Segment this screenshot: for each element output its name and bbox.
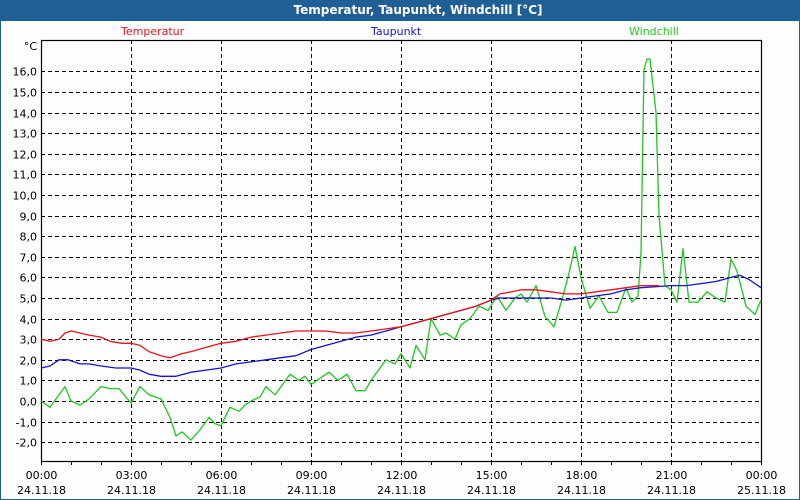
legend-item-taupunkt: Taupunkt xyxy=(371,25,422,38)
legend-item-windchill: Windchill xyxy=(629,25,679,38)
x-tick-time: 06:00 xyxy=(206,469,238,482)
chart-grid xyxy=(41,40,761,461)
y-tick-label: 7,0 xyxy=(20,252,38,265)
x-tick-time: 18:00 xyxy=(566,469,598,482)
x-tick-date: 24.11.18 xyxy=(107,484,156,497)
y-tick-label: 14,0 xyxy=(13,108,38,121)
axis-labels: 16,0 15,0 14,0 13,0 12,0 11,0 10,0 9,0 8,0 7,0 6,0… xyxy=(13,40,786,497)
series-line-windchill xyxy=(40,58,762,441)
x-tick-time: 00:00 xyxy=(746,469,778,482)
plot-frame xyxy=(40,39,763,463)
y-tick-label: 4,0 xyxy=(20,314,38,327)
y-tick-label: 12,0 xyxy=(13,149,38,162)
x-tick-date: 24.11.18 xyxy=(287,484,336,497)
x-tick-time: 09:00 xyxy=(296,469,328,482)
y-tick-label: 9,0 xyxy=(20,211,38,224)
x-tick-time: 15:00 xyxy=(476,469,508,482)
y-tick-label: 1,0 xyxy=(20,375,38,388)
y-tick-label: 0,0 xyxy=(20,396,38,409)
x-tick-time: 00:00 xyxy=(26,469,58,482)
x-tick-date: 24.11.18 xyxy=(197,484,246,497)
x-tick-time: 03:00 xyxy=(116,469,148,482)
y-tick-label: -1,0 xyxy=(16,417,37,430)
y-tick-label: 11,0 xyxy=(13,169,38,182)
chart-axes xyxy=(40,39,763,465)
y-tick-label: 6,0 xyxy=(20,272,38,285)
x-tick-date: 24.11.18 xyxy=(17,484,66,497)
series-line-temperatur xyxy=(40,284,659,359)
y-tick-label: 10,0 xyxy=(13,190,38,203)
y-tick-label: 15,0 xyxy=(13,87,38,100)
x-tick-time: 12:00 xyxy=(386,469,418,482)
y-tick-label: 5,0 xyxy=(20,293,38,306)
window-titlebar: Temperatur, Taupunkt, Windchill [°C] xyxy=(1,0,800,21)
series-line-taupunkt xyxy=(40,274,762,377)
y-tick-label: -2,0 xyxy=(16,437,37,450)
x-tick-time: 21:00 xyxy=(656,469,688,482)
x-tick-date: 24.11.18 xyxy=(467,484,516,497)
y-tick-label: 13,0 xyxy=(13,128,38,141)
window-title: Temperatur, Taupunkt, Windchill [°C] xyxy=(293,3,543,17)
x-tick-date: 25.11.18 xyxy=(737,484,786,497)
chart-series xyxy=(40,58,762,441)
legend-item-temperatur: Temperatur xyxy=(121,25,185,38)
y-tick-label: 3,0 xyxy=(20,334,38,347)
y-tick-label: 16,0 xyxy=(13,66,38,79)
y-tick-label: 2,0 xyxy=(20,355,38,368)
x-tick-date: 24.11.18 xyxy=(377,484,426,497)
y-tick-label: 8,0 xyxy=(20,231,38,244)
x-tick-date: 24.11.18 xyxy=(647,484,696,497)
x-tick-date: 24.11.18 xyxy=(557,484,606,497)
y-unit-label: °C xyxy=(24,40,38,53)
